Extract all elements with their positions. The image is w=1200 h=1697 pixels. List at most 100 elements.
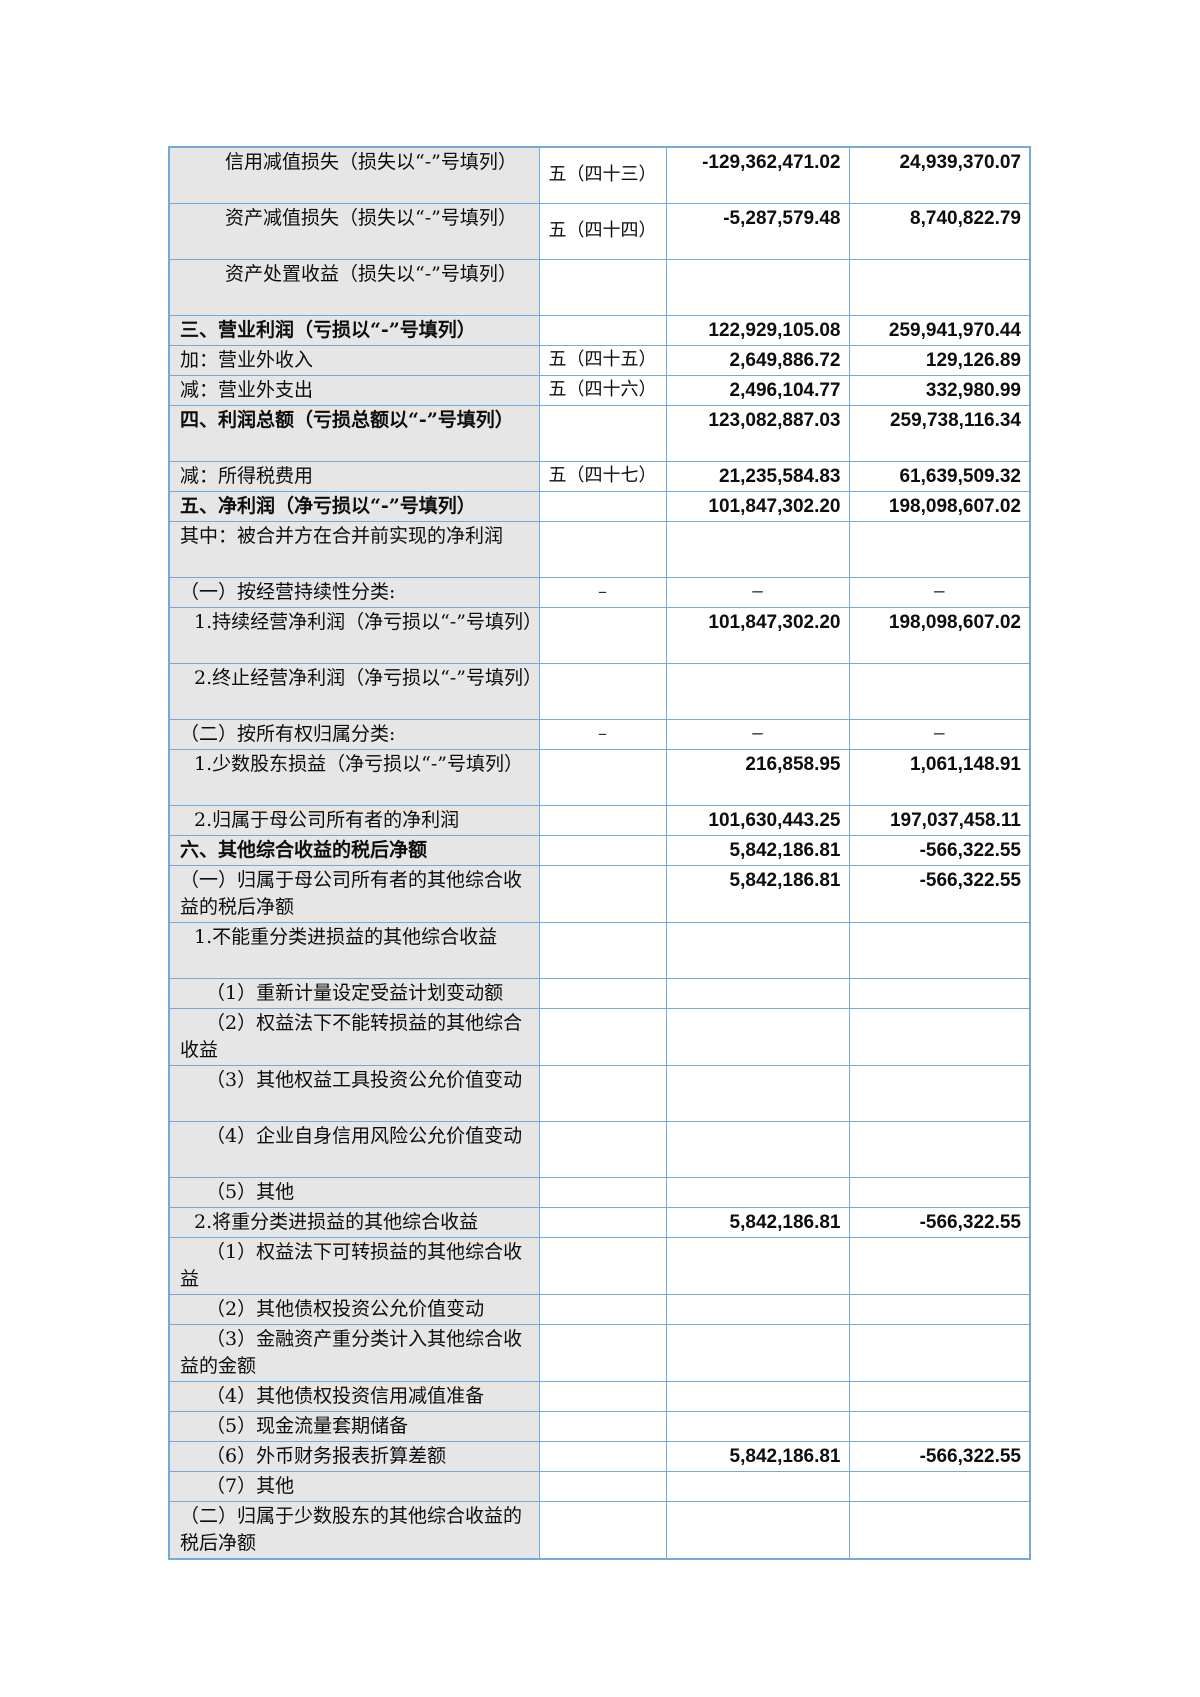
- note-reference-cell: 五（四十三）: [538, 146, 667, 204]
- current-period-amount-cell: [665, 1064, 850, 1122]
- current-period-amount-cell: 101,847,302.20: [665, 606, 850, 664]
- prior-period-amount-cell: 198,098,607.02: [848, 490, 1031, 522]
- table-row: （1）权益法下可转损益的其他综合收益: [168, 1236, 1031, 1295]
- current-period-amount-cell: -5,287,579.48: [665, 202, 850, 260]
- table-row: 2.终止经营净利润（净亏损以“-”号填列）: [168, 662, 1031, 720]
- table-row: （5）现金流量套期储备: [168, 1410, 1031, 1442]
- prior-period-amount-cell: [848, 1236, 1031, 1295]
- current-period-amount-cell: [665, 1236, 850, 1295]
- note-reference-cell: [538, 404, 667, 462]
- note-reference-cell: [538, 1064, 667, 1122]
- prior-period-amount-cell: [848, 1500, 1031, 1559]
- note-reference-cell: [538, 1176, 667, 1208]
- table-row: 1.持续经营净利润（净亏损以“-”号填列） 101,847,302.20 198,0…: [168, 606, 1031, 664]
- current-period-amount-cell: 123,082,887.03: [665, 404, 850, 462]
- prior-period-amount-cell: [848, 1120, 1031, 1178]
- table-row: 六、其他综合收益的税后净额 5,842,186.81 -566,322.55: [168, 834, 1031, 866]
- table-row: 减：营业外支出 五（四十六） 2,496,104.77 332,980.99: [168, 374, 1031, 406]
- table-row: （3）其他权益工具投资公允价值变动: [168, 1064, 1031, 1122]
- prior-period-amount-cell: [848, 1470, 1031, 1502]
- table-row: 1.不能重分类进损益的其他综合收益: [168, 921, 1031, 979]
- table-row: （一）按经营持续性分类: – – –: [168, 576, 1031, 608]
- item-label-cell: （7）其他: [168, 1470, 540, 1502]
- table-row: （5）其他: [168, 1176, 1031, 1208]
- prior-period-amount-cell: 1,061,148.91: [848, 748, 1031, 806]
- current-period-amount-cell: 2,649,886.72: [665, 344, 850, 376]
- item-label-cell: 其中：被合并方在合并前实现的净利润: [168, 520, 540, 578]
- table-row: （二）归属于少数股东的其他综合收益的税后净额: [168, 1500, 1031, 1559]
- item-label-cell: 六、其他综合收益的税后净额: [168, 834, 540, 866]
- item-label-cell: （1）权益法下可转损益的其他综合收益: [168, 1236, 540, 1295]
- item-label-cell: （3）金融资产重分类计入其他综合收益的金额: [168, 1323, 540, 1382]
- prior-period-amount-cell: [848, 1176, 1031, 1208]
- prior-period-amount-cell: [848, 1007, 1031, 1066]
- item-label-cell: （一）按经营持续性分类:: [168, 576, 540, 608]
- item-label-cell: （二）归属于少数股东的其他综合收益的税后净额: [168, 1500, 540, 1559]
- current-period-amount-cell: [665, 1293, 850, 1325]
- prior-period-amount-cell: 332,980.99: [848, 374, 1031, 406]
- note-reference-cell: [538, 804, 667, 836]
- current-period-amount-cell: 21,235,584.83: [665, 460, 850, 492]
- item-label-cell: 1.少数股东损益（净亏损以“-”号填列）: [168, 748, 540, 806]
- item-label-cell: 信用减值损失（损失以“-”号填列）: [168, 146, 540, 204]
- table-row: （4）企业自身信用风险公允价值变动: [168, 1120, 1031, 1178]
- note-reference-cell: [538, 606, 667, 664]
- prior-period-amount-cell: [848, 1064, 1031, 1122]
- note-reference-cell: 五（四十四）: [538, 202, 667, 260]
- current-period-amount-cell: [665, 662, 850, 720]
- current-period-amount-cell: [665, 520, 850, 578]
- income-statement-rows: 信用减值损失（损失以“-”号填列） 五（四十三） -129,362,471.02 24…: [168, 146, 1031, 1559]
- note-reference-cell: [538, 1500, 667, 1559]
- current-period-amount-cell: 5,842,186.81: [665, 1440, 850, 1472]
- item-label-cell: 2.将重分类进损益的其他综合收益: [168, 1206, 540, 1238]
- item-label-cell: （5）现金流量套期储备: [168, 1410, 540, 1442]
- prior-period-amount-cell: 259,941,970.44: [848, 314, 1031, 346]
- prior-period-amount-cell: [848, 1380, 1031, 1412]
- item-label-cell: 减：营业外支出: [168, 374, 540, 406]
- prior-period-amount-cell: 197,037,458.11: [848, 804, 1031, 836]
- item-label-cell: （2）权益法下不能转损益的其他综合收益: [168, 1007, 540, 1066]
- current-period-amount-cell: -129,362,471.02: [665, 146, 850, 204]
- current-period-amount-cell: [665, 1323, 850, 1382]
- note-reference-cell: [538, 1007, 667, 1066]
- note-reference-cell: [538, 1380, 667, 1412]
- table-row: 2.归属于母公司所有者的净利润 101,630,443.25 197,037,458…: [168, 804, 1031, 836]
- table-row: 加：营业外收入 五（四十五） 2,649,886.72 129,126.89: [168, 344, 1031, 376]
- note-reference-cell: [538, 1236, 667, 1295]
- item-label-cell: （二）按所有权归属分类:: [168, 718, 540, 750]
- note-reference-cell: –: [538, 718, 667, 750]
- table-row: 减：所得税费用 五（四十七） 21,235,584.83 61,639,509.32: [168, 460, 1031, 492]
- note-reference-cell: [538, 1440, 667, 1472]
- current-period-amount-cell: –: [665, 718, 850, 750]
- table-row: （2）权益法下不能转损益的其他综合收益: [168, 1007, 1031, 1066]
- item-label-cell: （6）外币财务报表折算差额: [168, 1440, 540, 1472]
- note-reference-cell: [538, 864, 667, 923]
- prior-period-amount-cell: -566,322.55: [848, 1206, 1031, 1238]
- note-reference-cell: [538, 1293, 667, 1325]
- prior-period-amount-cell: 24,939,370.07: [848, 146, 1031, 204]
- prior-period-amount-cell: [848, 258, 1031, 316]
- note-reference-cell: [538, 921, 667, 979]
- item-label-cell: 加：营业外收入: [168, 344, 540, 376]
- note-reference-cell: [538, 314, 667, 346]
- current-period-amount-cell: [665, 1470, 850, 1502]
- item-label-cell: （4）企业自身信用风险公允价值变动: [168, 1120, 540, 1178]
- item-label-cell: 五、净利润（净亏损以“-”号填列）: [168, 490, 540, 522]
- current-period-amount-cell: 5,842,186.81: [665, 834, 850, 866]
- table-row: （一）归属于母公司所有者的其他综合收益的税后净额 5,842,186.81 -566…: [168, 864, 1031, 923]
- prior-period-amount-cell: [848, 520, 1031, 578]
- item-label-cell: 1.持续经营净利润（净亏损以“-”号填列）: [168, 606, 540, 664]
- current-period-amount-cell: 2,496,104.77: [665, 374, 850, 406]
- table-row: （1）重新计量设定受益计划变动额: [168, 977, 1031, 1009]
- prior-period-amount-cell: -566,322.55: [848, 1440, 1031, 1472]
- item-label-cell: 2.归属于母公司所有者的净利润: [168, 804, 540, 836]
- current-period-amount-cell: –: [665, 576, 850, 608]
- current-period-amount-cell: [665, 1120, 850, 1178]
- table-row: 五、净利润（净亏损以“-”号填列） 101,847,302.20 198,098,6…: [168, 490, 1031, 522]
- item-label-cell: 资产减值损失（损失以“-”号填列）: [168, 202, 540, 260]
- prior-period-amount-cell: -566,322.55: [848, 864, 1031, 923]
- prior-period-amount-cell: 8,740,822.79: [848, 202, 1031, 260]
- prior-period-amount-cell: [848, 1293, 1031, 1325]
- item-label-cell: （2）其他债权投资公允价值变动: [168, 1293, 540, 1325]
- table-row: 四、利润总额（亏损总额以“-”号填列） 123,082,887.03 259,738…: [168, 404, 1031, 462]
